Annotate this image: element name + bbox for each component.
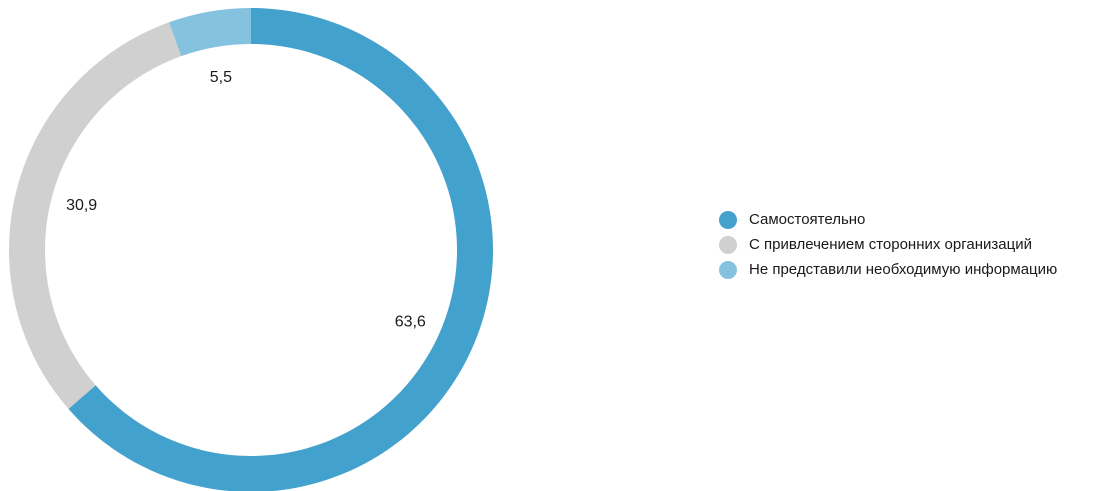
donut-slices	[9, 8, 493, 491]
legend-swatch	[719, 260, 737, 279]
legend-swatch	[719, 210, 737, 229]
legend-swatch	[719, 235, 737, 254]
donut-value-labels: 63,6 30,9 5,5	[66, 69, 426, 331]
slice-value-label: 63,6	[395, 314, 426, 331]
donut-chart: 63,6 30,9 5,5	[9, 8, 493, 491]
legend-label: Не представили необходимую информацию	[749, 261, 1058, 278]
donut-slice	[169, 8, 251, 57]
donut-slice	[68, 8, 493, 491]
legend-item-ne-predstavili: Не представили необходимую информацию	[719, 257, 1057, 282]
legend-label: С привлечением сторонних организаций	[749, 236, 1032, 253]
legend-item-samostoyatelno: Самостоятельно	[719, 207, 1057, 232]
chart-legend: Самостоятельно С привлечением сторонних …	[719, 207, 1057, 282]
legend-label: Самостоятельно	[749, 211, 866, 228]
slice-value-label: 30,9	[66, 197, 97, 214]
slice-value-label: 5,5	[210, 69, 232, 86]
donut-slice	[9, 22, 182, 409]
legend-item-storonnie-organizatsii: С привлечением сторонних организаций	[719, 232, 1057, 257]
